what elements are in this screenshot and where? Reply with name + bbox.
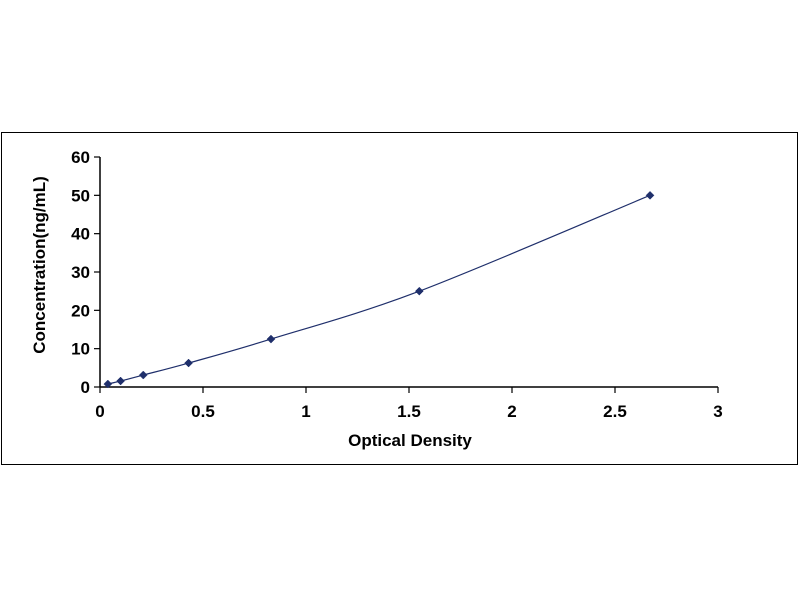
x-tick-label: 0.5 [191, 402, 215, 421]
x-tick-label: 2 [507, 402, 516, 421]
x-tick-label: 0 [95, 402, 104, 421]
y-tick-label: 0 [81, 378, 90, 397]
data-point-marker [184, 358, 193, 368]
y-tick-label: 20 [71, 301, 90, 320]
y-tick-label: 50 [71, 186, 90, 205]
y-tick-label: 60 [71, 148, 90, 167]
data-point-marker [266, 334, 276, 344]
data-point-marker [414, 286, 424, 296]
data-point-marker [116, 376, 125, 386]
chart-frame [1, 132, 798, 465]
trend-curve [107, 194, 651, 385]
tick-marks [94, 156, 719, 393]
axes [99, 157, 718, 388]
fitted-curve [107, 194, 651, 385]
y-tick-label: 10 [71, 340, 90, 359]
x-tick-label: 2.5 [603, 402, 627, 421]
x-tick-label: 1 [301, 402, 310, 421]
x-tick-label: 3 [713, 402, 722, 421]
y-tick-label: 40 [71, 225, 90, 244]
x-tick-labels: 0 0.5 1 1.5 2 2.5 3 [95, 402, 722, 421]
x-axis-title: Optical Density [348, 431, 472, 450]
y-tick-label: 30 [71, 263, 90, 282]
data-points [103, 190, 655, 389]
y-tick-labels: 0 10 20 30 40 50 60 [71, 148, 90, 397]
data-point-marker [138, 370, 148, 380]
data-point-marker [645, 190, 655, 200]
y-axis-title: Concentration(ng/mL) [30, 176, 49, 354]
x-tick-label: 1.5 [397, 402, 421, 421]
data-point-marker [103, 379, 113, 389]
